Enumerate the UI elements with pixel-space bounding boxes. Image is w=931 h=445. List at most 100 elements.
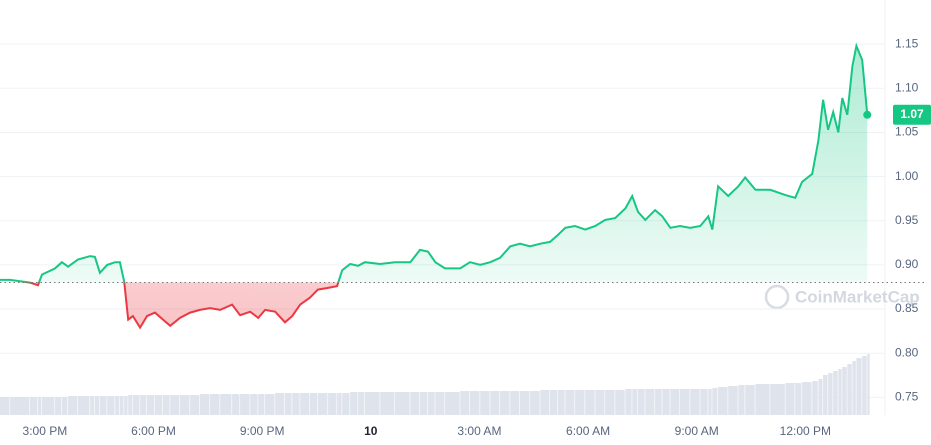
volume-bar (124, 396, 128, 415)
volume-bar (10, 397, 30, 415)
x-tick-label: 9:00 AM (675, 424, 719, 438)
y-tick-label: 1.00 (895, 169, 919, 183)
volume-bar (867, 354, 870, 415)
volume-bar (708, 389, 712, 415)
volume-bar (170, 395, 180, 415)
volume-bar (575, 390, 585, 415)
volume-bar (99, 396, 107, 415)
volume-bar (738, 385, 745, 415)
volume-bar (510, 391, 520, 415)
volume-bar (712, 388, 718, 415)
volume-bar (107, 396, 115, 415)
volume-bar (745, 385, 755, 415)
volume-bar (358, 392, 365, 415)
volume-bar (55, 397, 62, 415)
x-tick-label: 12:00 PM (780, 424, 831, 438)
volume-bar (823, 375, 828, 415)
volume-bar (595, 390, 605, 415)
volume-bar (0, 397, 10, 415)
volume-bar (770, 384, 785, 415)
volume-bar (328, 393, 337, 415)
volume-bar (77, 396, 90, 415)
volume-bar (700, 389, 708, 415)
x-tick-label: 6:00 AM (566, 424, 610, 438)
volume-bar (380, 392, 395, 415)
volume-bar (718, 387, 728, 415)
current-price-box (893, 104, 931, 125)
volume-bar (232, 394, 240, 415)
volume-bar (638, 389, 645, 415)
volume-bar (365, 392, 380, 415)
volume-bar (670, 389, 680, 415)
volume-bar (275, 393, 285, 415)
volume-bar (284, 393, 292, 415)
volume-bar (470, 391, 480, 415)
volume-bar (862, 356, 867, 415)
y-tick-label: 0.85 (895, 301, 919, 315)
x-tick-label: 3:00 PM (23, 424, 68, 438)
volume-bar (119, 396, 124, 415)
price-line-up (0, 42, 869, 283)
volume-bar (615, 390, 625, 415)
volume-bar (500, 391, 510, 415)
volume-bar (838, 369, 842, 415)
volume-bar (680, 389, 690, 415)
volume-bar (309, 393, 318, 415)
volume-bar (435, 392, 445, 415)
volume-bar (585, 390, 595, 415)
volume-bar (480, 391, 490, 415)
volume-bar (519, 391, 530, 415)
volume-bar (30, 397, 38, 415)
volume-bar (605, 390, 615, 415)
volume-bar (410, 392, 420, 415)
volume-bar (140, 395, 147, 415)
watermark: CoinMarketCap (764, 284, 920, 310)
y-tick-label: 0.95 (895, 213, 919, 227)
volume-bar (154, 395, 163, 415)
volume-bar (856, 358, 862, 415)
volume-bar (258, 394, 265, 415)
y-tick-label: 0.90 (895, 257, 919, 271)
volume-bar (190, 395, 200, 415)
volume-bar (68, 396, 78, 415)
volume-bar (785, 383, 795, 415)
volume-bar (842, 367, 847, 415)
watermark-text: CoinMarketCap (795, 287, 920, 306)
x-tick-label: 3:00 AM (457, 424, 501, 438)
y-tick-label: 1.05 (895, 125, 919, 139)
volume-bar (42, 397, 55, 415)
area-up (0, 45, 868, 283)
volume-bar (662, 389, 670, 415)
volume-bar (550, 390, 558, 415)
price-line-down (22, 282, 340, 330)
volume-bar (558, 390, 565, 415)
volume-bar (61, 397, 68, 415)
volume-bar (265, 394, 275, 415)
volume-bar (852, 361, 856, 415)
volume-bar (420, 392, 428, 415)
volume-bar (210, 394, 220, 415)
volume-bar (292, 393, 300, 415)
volume-bar (38, 397, 42, 415)
volume-bar (802, 382, 812, 415)
volume-bar (115, 396, 120, 415)
area-down (29, 282, 339, 328)
volume-bar (795, 383, 802, 415)
volume-bar (240, 394, 250, 415)
x-tick-label: 10 (364, 424, 378, 438)
volume-bar (337, 393, 342, 415)
volume-bar (645, 389, 655, 415)
y-tick-label: 0.75 (895, 390, 919, 404)
volume-bar (395, 392, 410, 415)
volume-bar (300, 393, 310, 415)
volume-bar (220, 394, 232, 415)
volume-bar (755, 384, 770, 415)
volume-bar (147, 395, 155, 415)
volume-bar (847, 364, 852, 415)
x-tick-label: 6:00 PM (131, 424, 176, 438)
volume-bar (90, 396, 95, 415)
volume-bar (490, 391, 500, 415)
volume-bar (128, 395, 133, 415)
volume-bar (632, 389, 638, 415)
